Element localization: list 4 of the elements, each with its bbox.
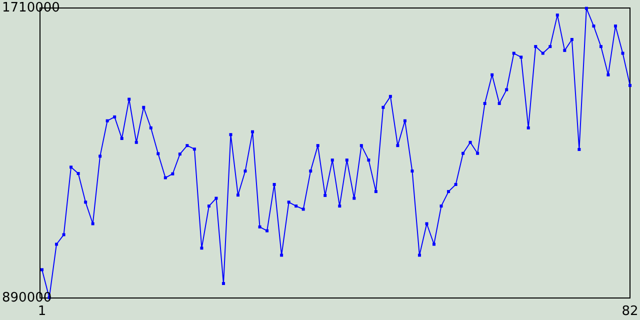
- x-tick-label: 82: [622, 304, 638, 319]
- y-tick-label: 890000: [2, 290, 52, 306]
- x-tick-label: 1: [38, 304, 46, 319]
- y-tick-label: 1710000: [2, 0, 60, 16]
